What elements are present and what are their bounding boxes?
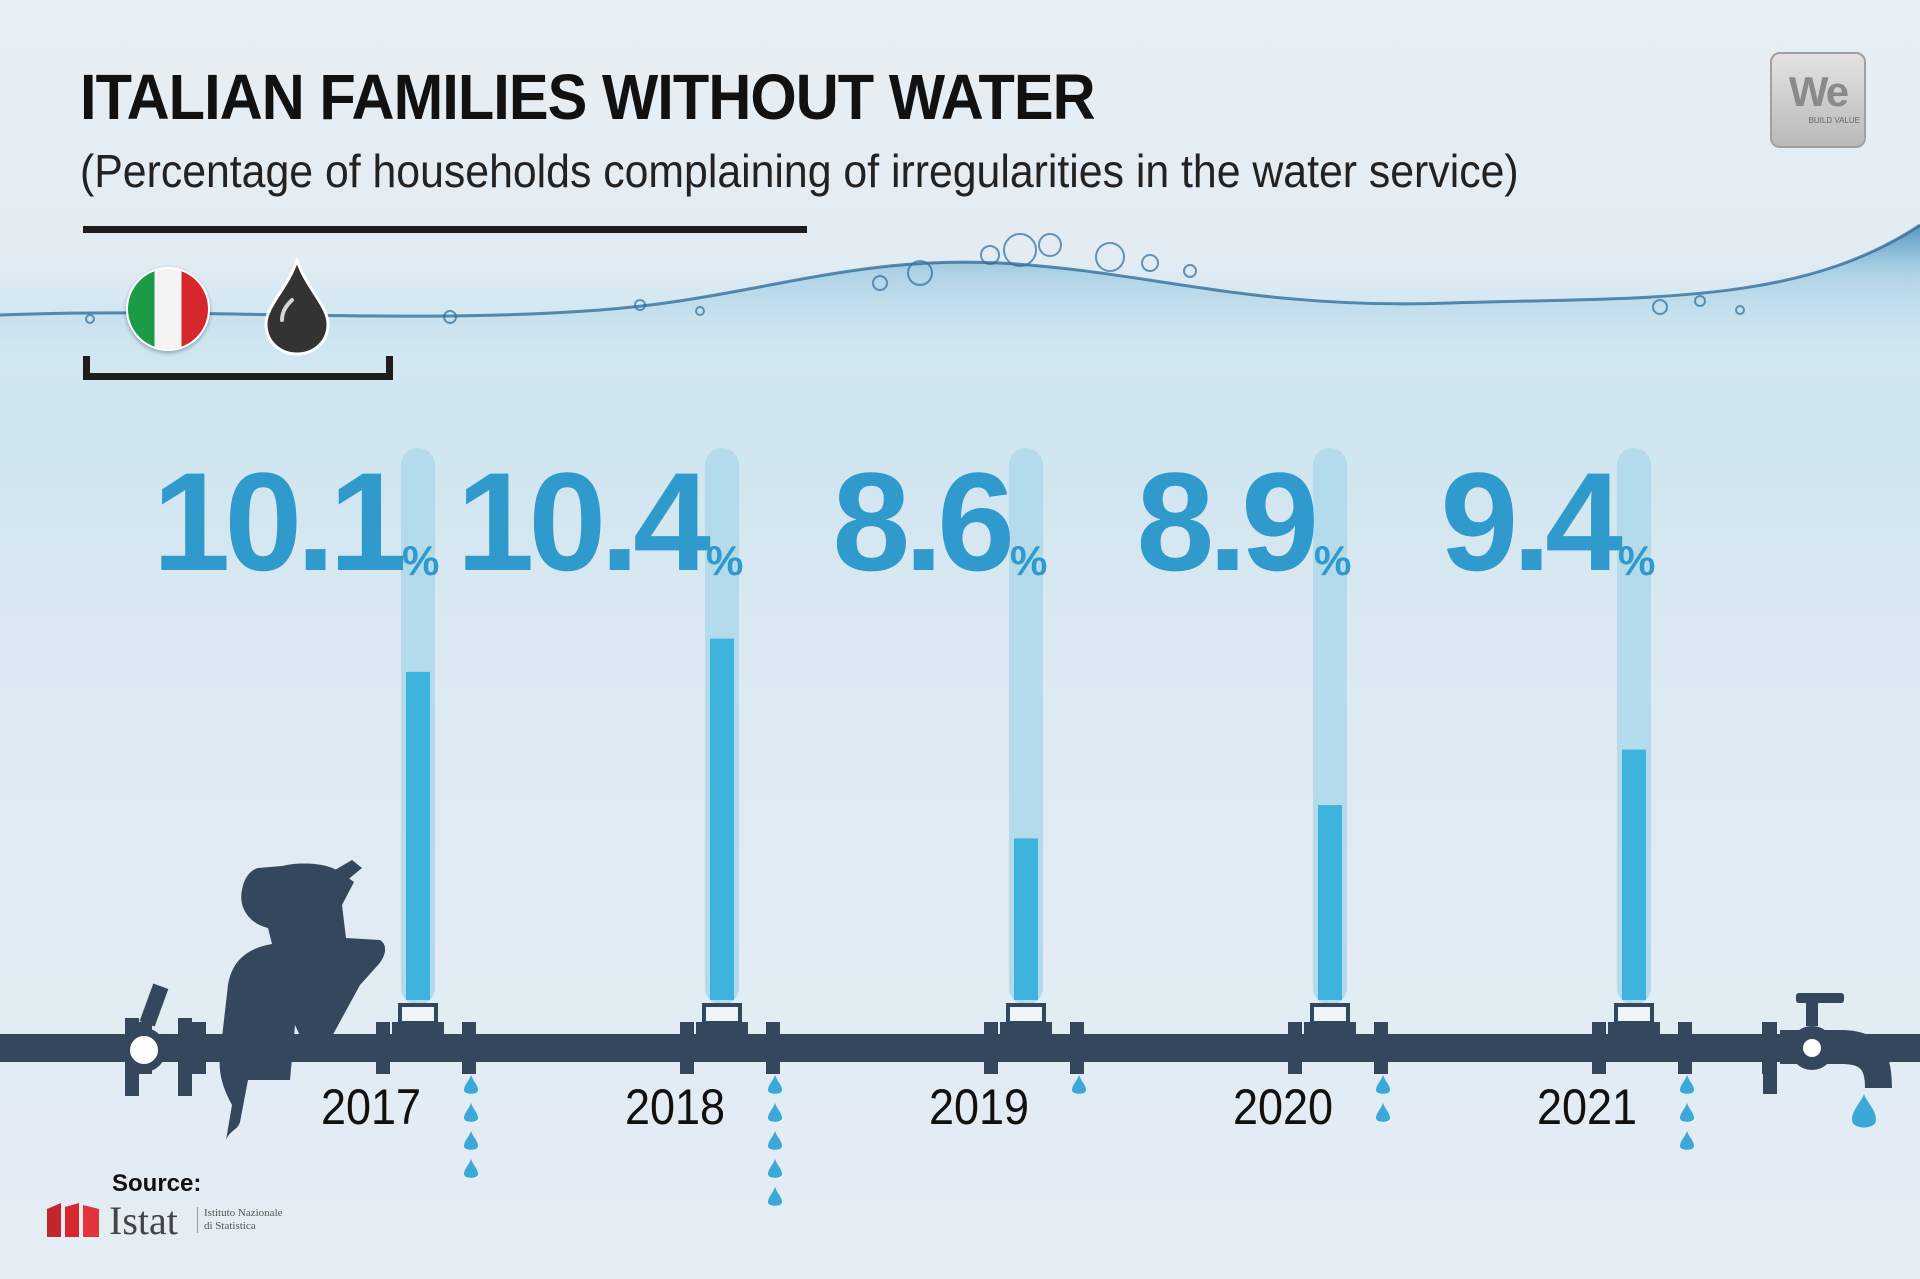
pipe-joint	[1592, 1022, 1606, 1074]
source-label: Source:	[112, 1170, 201, 1198]
water-drip	[1072, 1075, 1086, 1094]
water-drip	[768, 1131, 782, 1150]
istat-subtitle-line2: di Statistica	[204, 1220, 256, 1232]
pipe-joint	[1374, 1022, 1388, 1074]
pipe-joint	[1070, 1022, 1084, 1074]
water-drip	[1376, 1103, 1390, 1122]
water-drip	[768, 1075, 782, 1094]
value-label: 8.6	[679, 452, 1009, 592]
water-drip	[464, 1103, 478, 1122]
water-drip	[464, 1075, 478, 1094]
value-label: 8.9	[983, 452, 1313, 592]
tap-water-drip	[1852, 1094, 1876, 1128]
water-drip	[464, 1159, 478, 1178]
value-label: 9.4	[1287, 452, 1617, 592]
istat-mark-icon	[45, 1201, 101, 1239]
bar-fill	[1318, 805, 1342, 1000]
bar-fill	[1014, 838, 1038, 1000]
istat-wordmark: Istat	[109, 1197, 178, 1244]
year-label: 2020	[1220, 1078, 1346, 1136]
pipe-joint	[984, 1022, 998, 1074]
water-drip	[1680, 1131, 1694, 1150]
value-unit: %	[1618, 537, 1655, 585]
pipe-joint	[376, 1022, 390, 1074]
pipe-joint	[192, 1022, 206, 1074]
water-drip	[464, 1131, 478, 1150]
pipe-tee	[1608, 1022, 1660, 1046]
year-label: 2017	[308, 1078, 434, 1136]
bar-connector	[400, 1005, 436, 1023]
year-label: 2021	[1524, 1078, 1650, 1136]
year-label: 2018	[612, 1078, 738, 1136]
bar-fill	[710, 639, 734, 1000]
bar-fill	[1622, 750, 1646, 1000]
pipe-joint	[680, 1022, 694, 1074]
bar-connector	[1312, 1005, 1348, 1023]
value-label: 10.4	[375, 452, 705, 592]
istat-subtitle: Istituto Nazionale di Statistica	[197, 1207, 284, 1233]
year-label: 2019	[916, 1078, 1042, 1136]
water-drip	[768, 1103, 782, 1122]
pipe-joint	[766, 1022, 780, 1074]
water-drip	[1376, 1075, 1390, 1094]
istat-logo: Istat Istituto Nazionale di Statistica	[45, 1197, 275, 1247]
pipe-tee	[1304, 1022, 1356, 1046]
water-tap-icon	[1763, 993, 1892, 1094]
bar-connector	[1008, 1005, 1044, 1023]
pipe-joint	[1678, 1022, 1692, 1074]
bar-connector	[1616, 1005, 1652, 1023]
istat-subtitle-line1: Istituto Nazionale	[204, 1207, 283, 1219]
bar-connector	[704, 1005, 740, 1023]
pipe-joint	[462, 1022, 476, 1074]
pipe-tee	[1000, 1022, 1052, 1046]
water-drip	[1680, 1075, 1694, 1094]
water-drip	[1680, 1103, 1694, 1122]
water-drip	[768, 1187, 782, 1206]
bar-fill	[406, 672, 430, 1000]
pipe-tee	[696, 1022, 748, 1046]
value-label: 10.1	[71, 452, 401, 592]
water-drip	[768, 1159, 782, 1178]
pipe-tee	[392, 1022, 444, 1046]
valve-icon	[125, 983, 192, 1096]
pipe-joint	[1288, 1022, 1302, 1074]
